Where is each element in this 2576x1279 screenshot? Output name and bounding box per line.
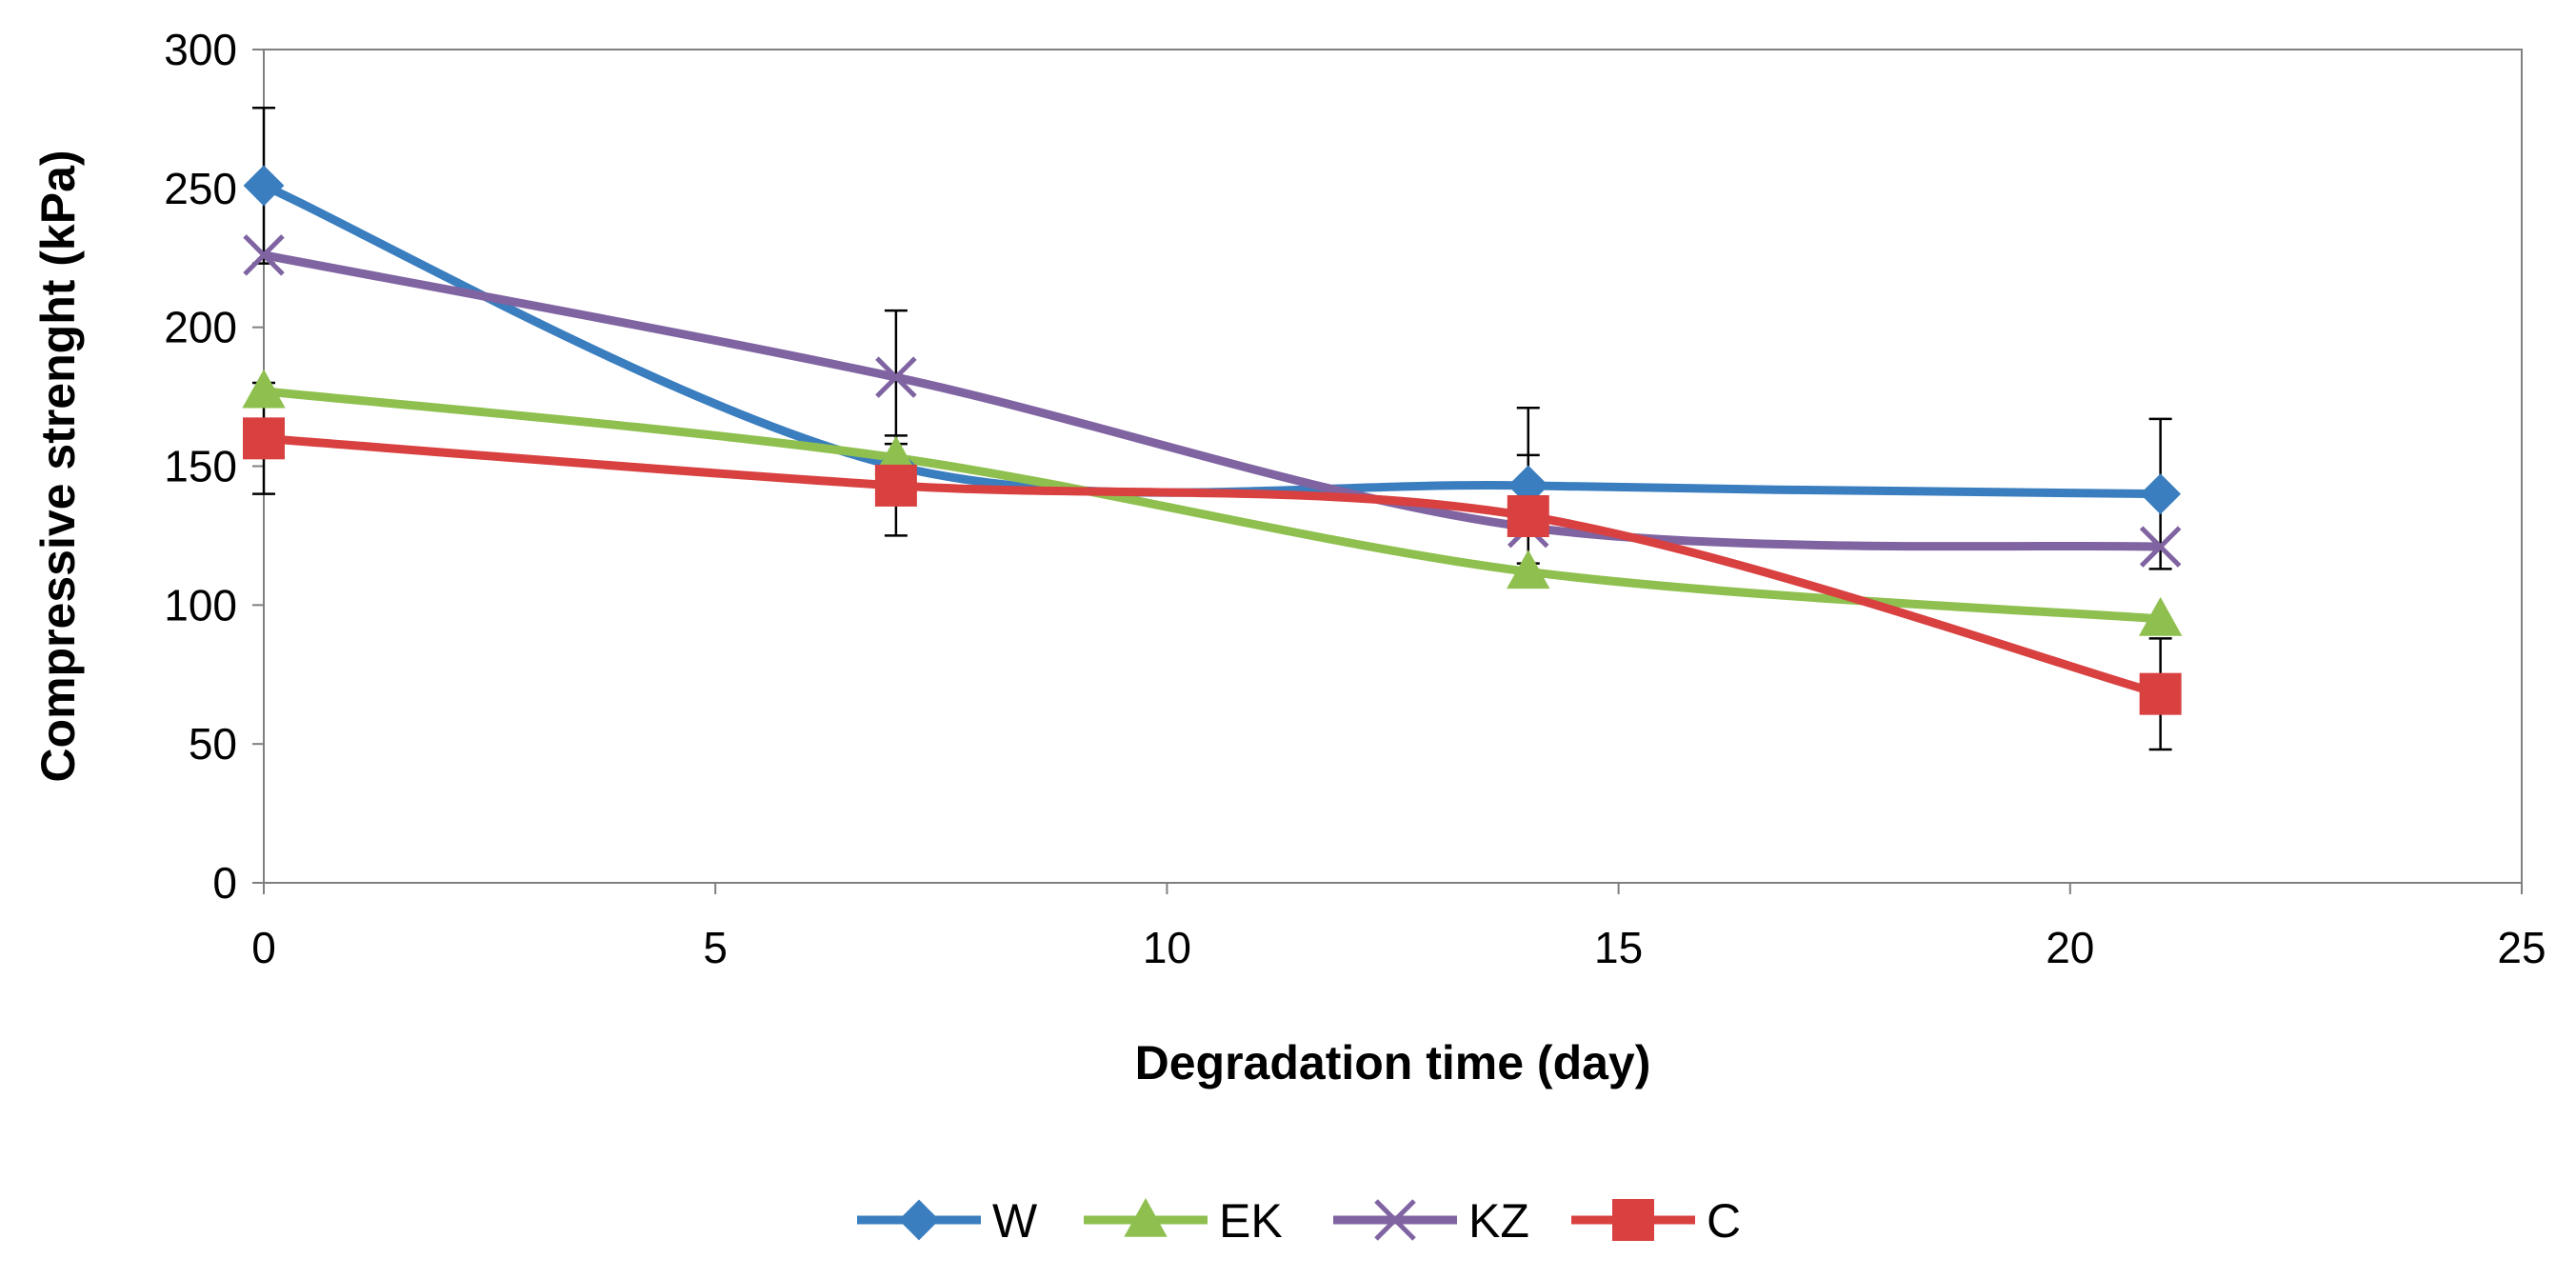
- legend-marker-w[interactable]: [898, 1199, 940, 1241]
- series-line-c: [263, 433, 2162, 698]
- y-tick-label: 100: [164, 580, 237, 630]
- y-axis-title: Compressive strenght (kPa): [31, 150, 85, 782]
- series-line-kz: [263, 250, 2161, 551]
- y-tick-label: 50: [189, 719, 237, 769]
- legend-marker-c[interactable]: [1612, 1199, 1654, 1241]
- y-tick-label: 250: [164, 164, 237, 213]
- x-tick-label: 15: [1594, 923, 1643, 972]
- y-tick-label: 300: [164, 25, 237, 74]
- data-point-kz[interactable]: [243, 234, 285, 276]
- legend-marker-kz[interactable]: [1374, 1199, 1416, 1241]
- data-point-w[interactable]: [2140, 473, 2182, 515]
- x-tick-label: 25: [2497, 923, 2546, 972]
- data-point-c[interactable]: [1507, 495, 1549, 537]
- data-point-c[interactable]: [243, 417, 285, 460]
- legend-item-ek[interactable]: EK: [1084, 1194, 1283, 1248]
- data-point-ek[interactable]: [2138, 596, 2183, 636]
- x-tick-label: 10: [1143, 923, 1191, 972]
- y-tick-label: 200: [164, 303, 237, 352]
- legend-marker-ek[interactable]: [1124, 1197, 1168, 1237]
- y-tick-label: 150: [164, 442, 237, 491]
- legend-item-c[interactable]: C: [1571, 1194, 1741, 1248]
- data-point-kz[interactable]: [875, 356, 917, 398]
- data-point-w[interactable]: [243, 165, 285, 207]
- x-tick-label: 0: [251, 923, 276, 972]
- data-point-kz[interactable]: [2139, 526, 2182, 568]
- x-axis-title: Degradation time (day): [1135, 1036, 1651, 1089]
- y-tick-label: 0: [212, 858, 237, 908]
- series-line-w: [262, 181, 2161, 499]
- legend-label-c: C: [1707, 1194, 1741, 1248]
- data-point-c[interactable]: [2139, 672, 2182, 715]
- legend-label-w: W: [992, 1194, 1038, 1248]
- series-line-ek: [263, 387, 2161, 624]
- data-point-ek[interactable]: [242, 369, 286, 409]
- data-point-c[interactable]: [874, 464, 917, 507]
- legend-label-ek: EK: [1219, 1194, 1283, 1248]
- legend-item-kz[interactable]: KZ: [1333, 1194, 1529, 1248]
- legend-label-kz: KZ: [1468, 1194, 1529, 1248]
- legend-item-w[interactable]: W: [857, 1194, 1038, 1248]
- x-tick-label: 20: [2046, 923, 2094, 972]
- data-point-ek[interactable]: [1507, 550, 1550, 590]
- x-tick-label: 5: [703, 923, 728, 972]
